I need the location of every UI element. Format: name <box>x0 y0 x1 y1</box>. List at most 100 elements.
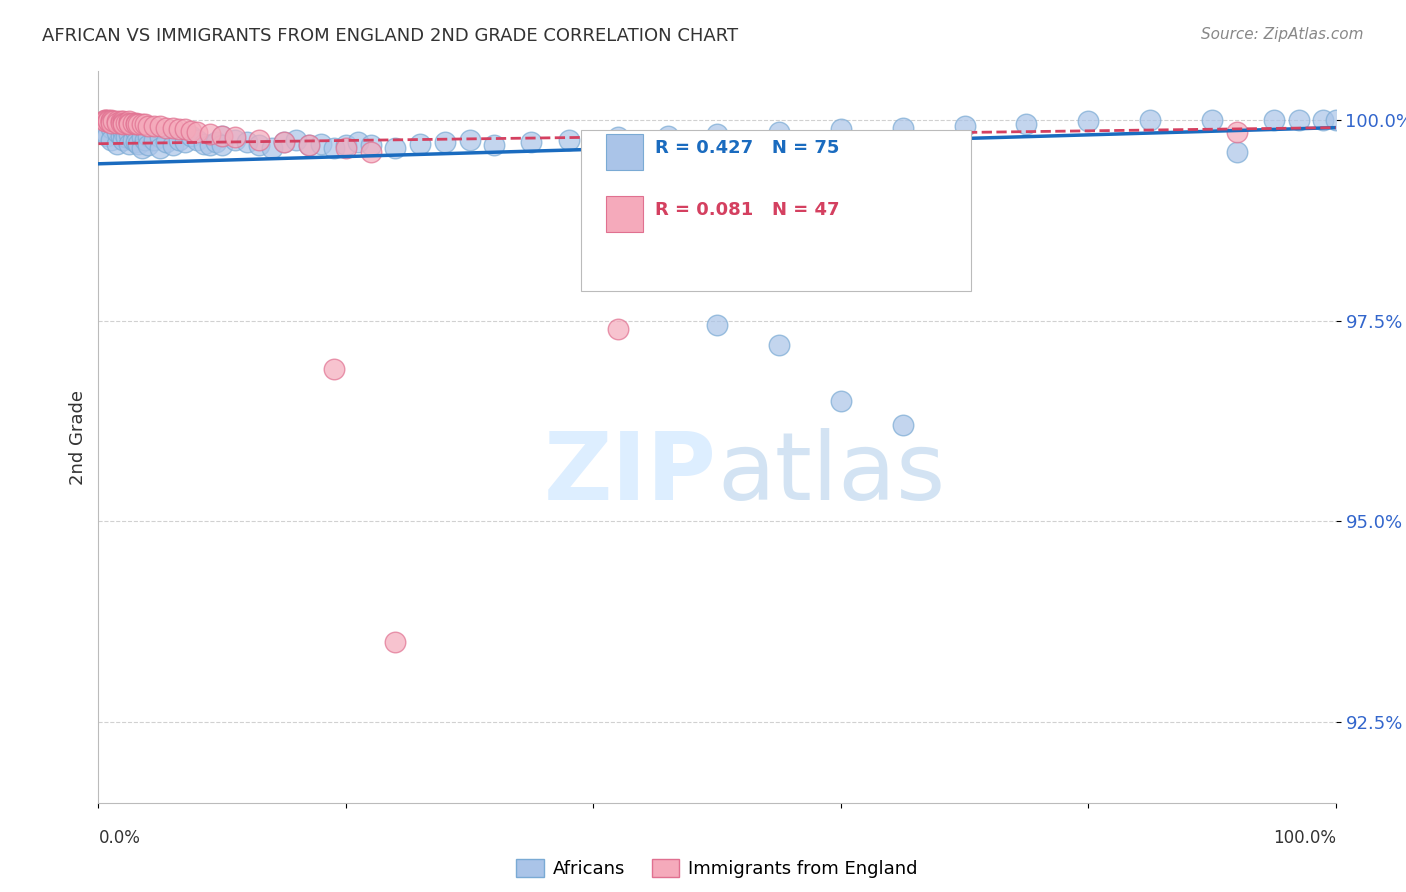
Point <box>193 136 215 151</box>
Point <box>322 141 344 155</box>
Text: 100.0%: 100.0% <box>1272 829 1336 847</box>
Point <box>100 112 122 127</box>
Point <box>122 133 145 147</box>
Text: R = 0.427   N = 75: R = 0.427 N = 75 <box>655 139 839 157</box>
Point <box>134 133 156 147</box>
Point <box>1312 112 1334 127</box>
Point <box>100 114 122 128</box>
Point <box>118 127 141 141</box>
Point <box>768 125 790 139</box>
Point <box>97 112 120 127</box>
Point <box>211 138 233 153</box>
Point <box>891 417 914 432</box>
Point <box>1077 114 1099 128</box>
Point <box>167 133 190 147</box>
Point <box>273 135 295 149</box>
Point <box>124 135 146 149</box>
Point <box>127 117 149 131</box>
Bar <box>606 134 643 170</box>
Point <box>384 635 406 649</box>
Text: AFRICAN VS IMMIGRANTS FROM ENGLAND 2ND GRADE CORRELATION CHART: AFRICAN VS IMMIGRANTS FROM ENGLAND 2ND G… <box>42 27 738 45</box>
Point <box>607 321 630 335</box>
Point <box>149 119 172 133</box>
Point <box>360 145 382 159</box>
Point <box>131 117 153 131</box>
Point <box>134 117 156 131</box>
Point <box>114 130 136 145</box>
Point <box>557 133 579 147</box>
Point <box>149 141 172 155</box>
Point <box>768 337 790 351</box>
Point <box>186 125 208 139</box>
Point <box>174 135 197 149</box>
Point <box>211 128 233 143</box>
Point <box>1201 112 1223 127</box>
Point <box>100 133 122 147</box>
Point <box>112 114 135 128</box>
Point <box>260 141 283 155</box>
Point <box>953 119 976 133</box>
Point <box>224 133 246 147</box>
Point <box>105 136 128 151</box>
Point <box>155 135 177 149</box>
Point <box>830 393 852 408</box>
Point <box>458 133 481 147</box>
Point <box>103 114 125 128</box>
Point <box>1288 112 1310 127</box>
Point <box>93 114 115 128</box>
Point <box>657 128 679 143</box>
Text: R = 0.081   N = 47: R = 0.081 N = 47 <box>655 202 839 219</box>
Point <box>224 130 246 145</box>
Point <box>236 135 259 149</box>
Point <box>162 120 184 135</box>
Y-axis label: 2nd Grade: 2nd Grade <box>69 390 87 484</box>
Point <box>186 133 208 147</box>
Point <box>124 125 146 139</box>
Point <box>706 318 728 332</box>
Point <box>1263 112 1285 127</box>
Point <box>162 138 184 153</box>
Point <box>409 136 432 151</box>
Point <box>122 116 145 130</box>
Point <box>131 130 153 145</box>
Point <box>136 128 159 143</box>
Point <box>143 119 166 133</box>
Text: Source: ZipAtlas.com: Source: ZipAtlas.com <box>1201 27 1364 42</box>
Point <box>298 138 321 153</box>
Point <box>335 138 357 153</box>
Point <box>93 125 115 139</box>
Point <box>520 135 543 149</box>
Point <box>347 135 370 149</box>
Point <box>136 119 159 133</box>
Text: 0.0%: 0.0% <box>98 829 141 847</box>
Point <box>830 122 852 136</box>
Point <box>136 138 159 153</box>
Point <box>484 138 506 153</box>
Point <box>124 117 146 131</box>
Point <box>198 138 221 153</box>
Point <box>309 136 332 151</box>
Point <box>1015 117 1038 131</box>
Point <box>433 135 456 149</box>
Point <box>112 116 135 130</box>
Point <box>205 135 228 149</box>
Point <box>1139 112 1161 127</box>
Text: ZIP: ZIP <box>544 427 717 520</box>
Point <box>322 361 344 376</box>
Point <box>384 141 406 155</box>
Point <box>118 117 141 131</box>
Point <box>105 116 128 130</box>
Point <box>607 130 630 145</box>
Point <box>110 116 132 130</box>
Point <box>97 114 120 128</box>
Point <box>131 141 153 155</box>
Point <box>1324 112 1347 127</box>
Point <box>180 124 202 138</box>
Point <box>180 128 202 143</box>
Point <box>706 127 728 141</box>
Point <box>96 128 118 143</box>
Point <box>1226 145 1249 159</box>
Legend: Africans, Immigrants from England: Africans, Immigrants from England <box>509 851 925 885</box>
Text: atlas: atlas <box>717 427 945 520</box>
Point <box>167 122 190 136</box>
